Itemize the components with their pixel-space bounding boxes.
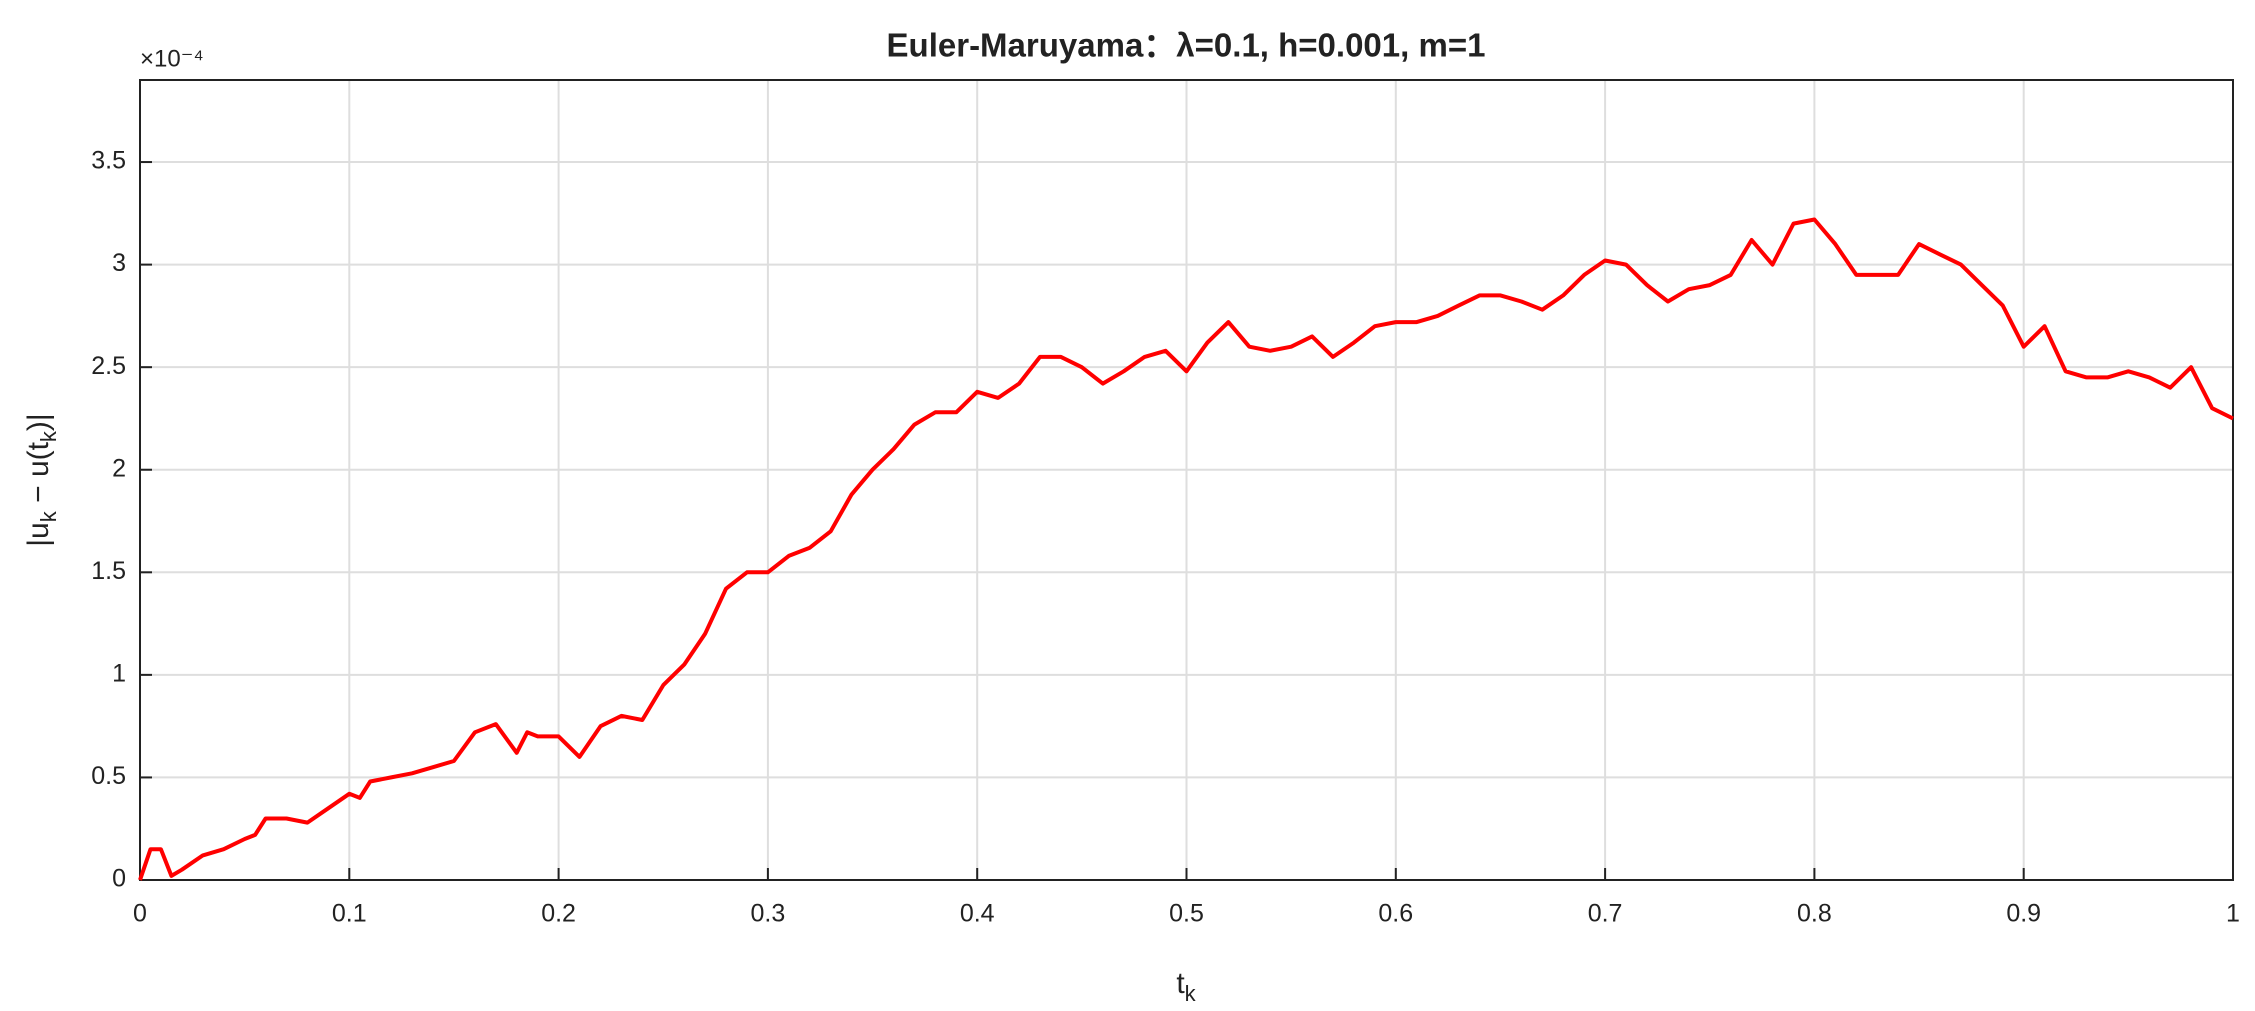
y-label: |uk − u(tk)|	[22, 413, 61, 546]
x-tick-label: 1	[2226, 900, 2240, 928]
x-tick-label: 0.5	[1169, 900, 1204, 928]
chart-title: Euler-Maruyama：λ=0.1, h=0.001, m=1	[887, 27, 1486, 64]
y-tick-label: 3.5	[91, 147, 126, 175]
x-label: tk	[1176, 967, 1196, 1006]
y-tick-label: 1	[112, 659, 126, 687]
x-tick-label: 0.1	[332, 900, 367, 928]
y-tick-label: 2	[112, 454, 126, 482]
axes-box	[139, 79, 2234, 881]
data-line	[138, 217, 2234, 881]
y-label-part: − u(t	[22, 441, 55, 511]
x-tick-label: 0	[133, 900, 147, 928]
x-label-sub: k	[1185, 981, 1197, 1006]
x-tick-label: 0.6	[1378, 900, 1413, 928]
y-tick-label: 0	[112, 865, 126, 893]
x-tick-label: 0.7	[1588, 900, 1623, 928]
x-tick-label: 0.2	[541, 900, 576, 928]
y-tick-label: 1.5	[91, 557, 126, 585]
x-label-part: t	[1176, 967, 1185, 1000]
x-tick-label: 0.9	[2006, 900, 2041, 928]
y-label-sub: k	[36, 430, 61, 442]
x-tick-label: 0.8	[1797, 900, 1832, 928]
y-tick-label: 3	[112, 249, 126, 277]
y-label-part: |u	[22, 522, 55, 546]
y-label-part: )|	[22, 413, 55, 431]
y-exponent: ×10⁻⁴	[140, 45, 204, 72]
y-label-sub: k	[36, 510, 61, 522]
x-tick-label: 0.3	[751, 900, 786, 928]
y-tick-label: 0.5	[91, 762, 126, 790]
x-tick-label: 0.4	[960, 900, 995, 928]
y-tick-label: 2.5	[91, 352, 126, 380]
